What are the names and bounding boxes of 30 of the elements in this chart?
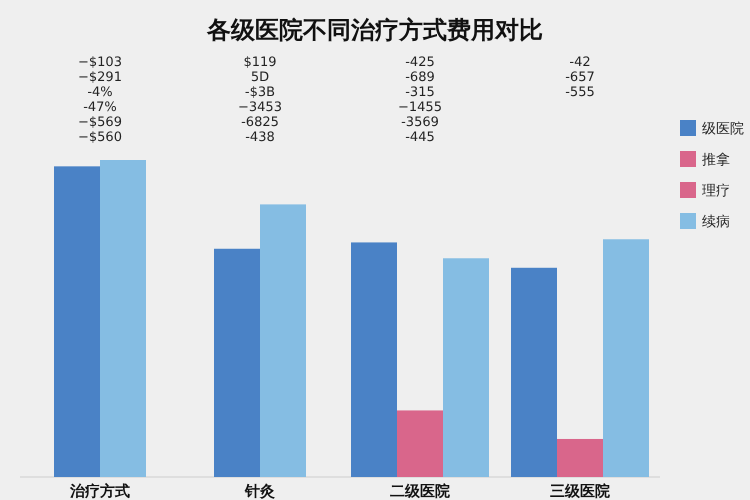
text: -438: [245, 130, 275, 145]
x-tick-label: 二级医院: [390, 482, 450, 500]
text: -315: [405, 85, 435, 100]
chart-title: 各级医院不同治疗方式费用对比: [206, 16, 543, 44]
text: -425: [405, 55, 435, 70]
text: -3569: [401, 115, 439, 130]
text: -42: [569, 55, 591, 70]
text: -445: [405, 130, 435, 145]
x-tick-label: 针灸: [244, 482, 275, 500]
text: -555: [565, 85, 595, 100]
text: $119: [243, 55, 277, 70]
text: -47%: [83, 100, 117, 115]
text: -689: [405, 70, 435, 85]
legend-label: 推拿: [702, 152, 730, 168]
legend-label: 级医院: [702, 121, 744, 137]
text: −3453: [238, 100, 282, 115]
text: −$569: [78, 115, 122, 130]
text: −$560: [78, 130, 122, 145]
x-tick-label: 三级医院: [550, 482, 610, 500]
legend-label: 理疗: [702, 183, 730, 199]
text: −$291: [78, 70, 122, 85]
text: -$3B: [244, 85, 276, 100]
text: 5D: [250, 70, 270, 85]
x-tick-label: 治疗方式: [69, 482, 130, 500]
legend-label: 续病: [702, 214, 730, 230]
text: -657: [565, 70, 595, 85]
text: -4%: [87, 85, 113, 100]
text: −$103: [78, 55, 122, 70]
text: -6825: [241, 115, 279, 130]
text: −1455: [398, 100, 442, 115]
